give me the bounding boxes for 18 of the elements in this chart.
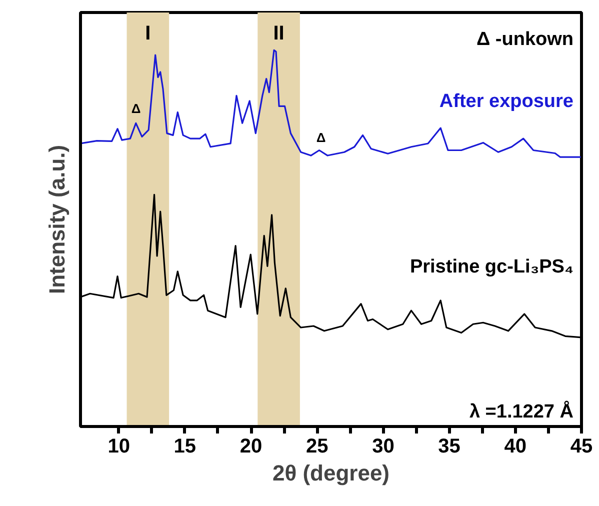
series-label: After exposure bbox=[439, 91, 574, 112]
x-tick-label: 10 bbox=[108, 436, 130, 458]
annotation: Δ bbox=[131, 101, 141, 116]
x-tick-label: 20 bbox=[240, 436, 262, 458]
x-tick-label: 40 bbox=[504, 436, 527, 458]
band-label: I bbox=[145, 22, 151, 44]
band-label: II bbox=[273, 22, 284, 44]
x-axis-title: 2θ (degree) bbox=[272, 460, 390, 486]
x-tick-label: 25 bbox=[306, 436, 328, 458]
x-tick-label: 15 bbox=[174, 436, 196, 458]
annotation: Δ bbox=[316, 130, 326, 145]
x-tick-label: 45 bbox=[570, 436, 593, 458]
x-tick-label: 35 bbox=[438, 436, 460, 458]
y-axis-title: Intensity (a.u.) bbox=[44, 144, 70, 294]
x-tick-label: 30 bbox=[372, 436, 394, 458]
text: Δ -unkown bbox=[476, 28, 574, 50]
annotation: λ =1.1227 Å bbox=[469, 400, 574, 422]
series-label: Pristine gc-Li₃PS₄ bbox=[410, 256, 574, 278]
